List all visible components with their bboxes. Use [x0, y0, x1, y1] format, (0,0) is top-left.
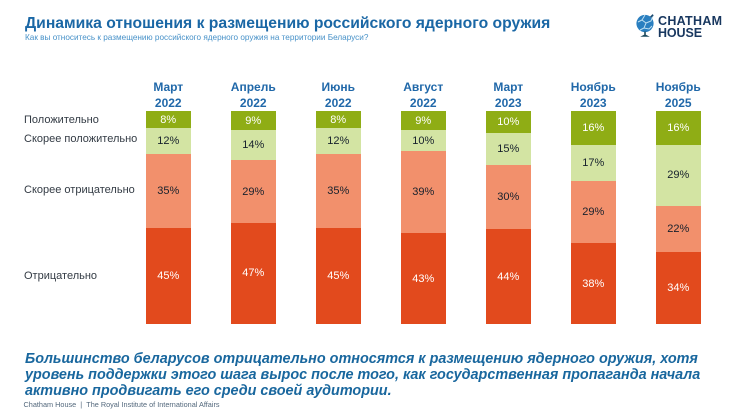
svg-text:HOUSE: HOUSE: [658, 26, 702, 40]
svg-text:CHATHAM: CHATHAM: [658, 14, 722, 28]
